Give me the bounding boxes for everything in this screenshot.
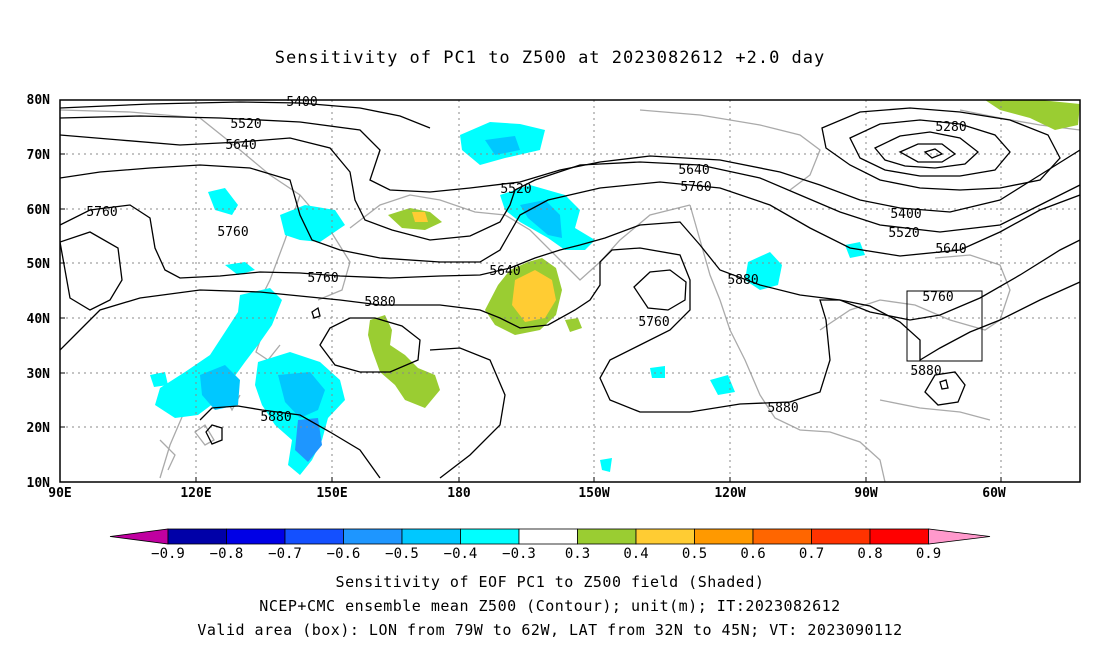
footer-line-3: Valid area (box): LON from 79W to 62W, L…	[197, 621, 903, 639]
map-plot-area	[60, 100, 1080, 482]
contour-label: 5760	[922, 290, 953, 305]
colorbar-label: 0.8	[857, 546, 882, 562]
footer-line-1: Sensitivity of EOF PC1 to Z500 field (Sh…	[335, 573, 765, 591]
colorbar-label: 0.5	[682, 546, 707, 562]
contour-label: 5760	[217, 225, 248, 240]
contour-label: 5400	[286, 95, 317, 110]
colorbar-label: −0.4	[444, 546, 478, 562]
contour-label: 5520	[888, 226, 919, 241]
colorbar-segment	[343, 528, 403, 545]
colorbar-label: −0.6	[327, 546, 361, 562]
colorbar-segment	[635, 528, 695, 545]
colorbar-segment	[401, 528, 461, 545]
contour-label: 5880	[727, 273, 758, 288]
latitude-labels: 80N 70N 60N 50N 40N 30N 20N 10N	[27, 93, 51, 491]
contour-label: 5640	[225, 138, 256, 153]
colorbar-label: −0.3	[502, 546, 536, 562]
colorbar-segment	[518, 528, 578, 545]
contour-label: 5760	[680, 180, 711, 195]
contour-labels: 5400 5520 5640 5760 5880 5280 5400 5520 …	[86, 95, 966, 425]
colorbar-label: −0.7	[268, 546, 302, 562]
colorbar	[109, 528, 991, 545]
contour-label: 5400	[890, 207, 921, 222]
lon-label: 90W	[854, 486, 878, 501]
lat-label: 60N	[27, 203, 51, 218]
colorbar-arrow-low	[109, 528, 169, 545]
contour-label: 5880	[767, 401, 798, 416]
lon-label: 60W	[982, 486, 1006, 501]
colorbar-segment	[752, 528, 812, 545]
colorbar-segment	[167, 528, 227, 545]
contour-label: 5640	[935, 242, 966, 257]
lon-label: 180	[447, 486, 471, 501]
colorbar-label: −0.5	[385, 546, 419, 562]
lat-label: 50N	[27, 257, 51, 272]
colorbar-segment	[869, 528, 929, 545]
contour-label: 5760	[307, 271, 338, 286]
lon-label: 150E	[316, 486, 347, 501]
contour-label: 5640	[678, 163, 709, 178]
tick-marks	[60, 153, 1002, 482]
gridlines	[60, 100, 1080, 482]
contour-label: 5760	[86, 205, 117, 220]
colorbar-segment	[811, 528, 871, 545]
lon-label: 120W	[714, 486, 745, 501]
contour-label: 5880	[260, 410, 291, 425]
lon-label: 120E	[180, 486, 211, 501]
colorbar-arrow-high	[928, 528, 991, 545]
contour-label: 5280	[935, 120, 966, 135]
colorbar-label: 0.7	[799, 546, 824, 562]
colorbar-label: 0.9	[916, 546, 941, 562]
footer-line-2: NCEP+CMC ensemble mean Z500 (Contour); u…	[259, 597, 841, 615]
colorbar-label: 0.3	[565, 546, 590, 562]
z500-contours	[60, 101, 1080, 479]
lon-label: 90E	[48, 486, 71, 501]
colorbar-segment	[226, 528, 286, 545]
lon-label: 150W	[578, 486, 609, 501]
contour-label: 5880	[364, 295, 395, 310]
contour-label: 5520	[500, 182, 531, 197]
colorbar-label: −0.9	[151, 546, 185, 562]
lat-label: 10N	[27, 476, 51, 491]
contour-label: 5640	[489, 264, 520, 279]
contour-label: 5880	[910, 364, 941, 379]
colorbar-label: −0.8	[210, 546, 244, 562]
figure-title: Sensitivity of PC1 to Z500 at 2023082612…	[274, 48, 826, 68]
lat-label: 30N	[27, 367, 51, 382]
colorbar-segment	[284, 528, 344, 545]
lat-label: 20N	[27, 421, 51, 436]
sensitivity-shading	[150, 100, 1080, 475]
colorbar-segment	[460, 528, 520, 545]
colorbar-segment	[577, 528, 637, 545]
colorbar-segment	[694, 528, 754, 545]
colorbar-label: 0.6	[740, 546, 765, 562]
colorbar-labels: −0.9 −0.8 −0.7 −0.6 −0.5 −0.4 −0.3 0.3 0.4 0.5 0.6…	[151, 546, 941, 562]
valid-area-box	[906, 290, 983, 362]
lat-label: 70N	[27, 148, 51, 163]
contour-label: 5520	[230, 117, 261, 132]
colorbar-label: 0.4	[623, 546, 648, 562]
contour-label: 5760	[638, 315, 669, 330]
lat-label: 80N	[27, 93, 51, 108]
longitude-labels: 90E 120E 150E 180 150W 120W 90W 60W	[48, 486, 1006, 501]
plot-frame	[59, 99, 1081, 483]
lat-label: 40N	[27, 312, 51, 327]
